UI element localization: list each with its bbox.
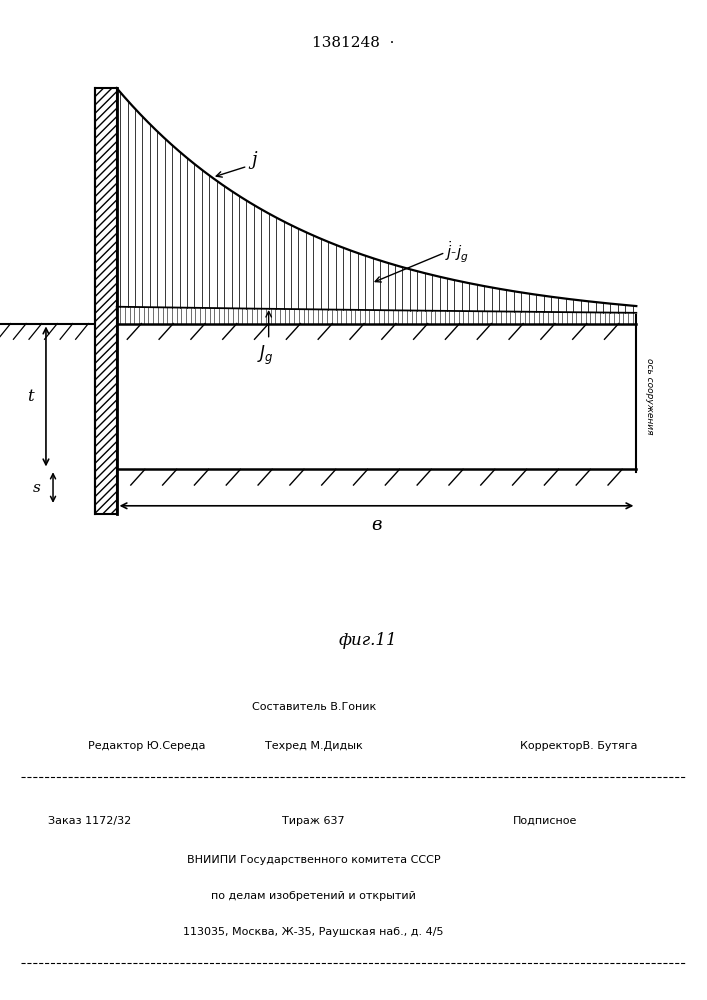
Text: Составитель В.Гоник: Составитель В.Гоник	[252, 702, 375, 712]
Text: ось сооружения: ось сооружения	[645, 358, 653, 435]
Text: по делам изобретений и открытий: по делам изобретений и открытий	[211, 891, 416, 901]
Text: в: в	[371, 516, 382, 534]
Text: 113035, Москва, Ж-35, Раушская наб., д. 4/5: 113035, Москва, Ж-35, Раушская наб., д. …	[183, 927, 444, 937]
Text: t: t	[27, 388, 33, 405]
Text: $\dot{j}$-$j_g$: $\dot{j}$-$j_g$	[445, 240, 469, 265]
Text: Тираж 637: Тираж 637	[282, 816, 345, 826]
Bar	[95, 88, 117, 514]
Text: Заказ 1172/32: Заказ 1172/32	[48, 816, 131, 826]
Text: s: s	[33, 481, 40, 495]
Text: 1381248  ·: 1381248 ·	[312, 36, 395, 50]
Text: j: j	[251, 151, 257, 169]
Text: Редактор Ю.Середа: Редактор Ю.Середа	[88, 741, 205, 751]
Text: ВНИИПИ Государственного комитета СССР: ВНИИПИ Государственного комитета СССР	[187, 855, 440, 865]
Text: КорректорВ. Бутяга: КорректорВ. Бутяга	[520, 741, 637, 751]
Text: Техред М.Дидык: Техред М.Дидык	[264, 741, 363, 751]
Text: фиг.11: фиг.11	[339, 632, 397, 649]
Bar	[95, 88, 117, 514]
Text: $J_g$: $J_g$	[257, 344, 274, 367]
Text: Подписное: Подписное	[513, 816, 578, 826]
